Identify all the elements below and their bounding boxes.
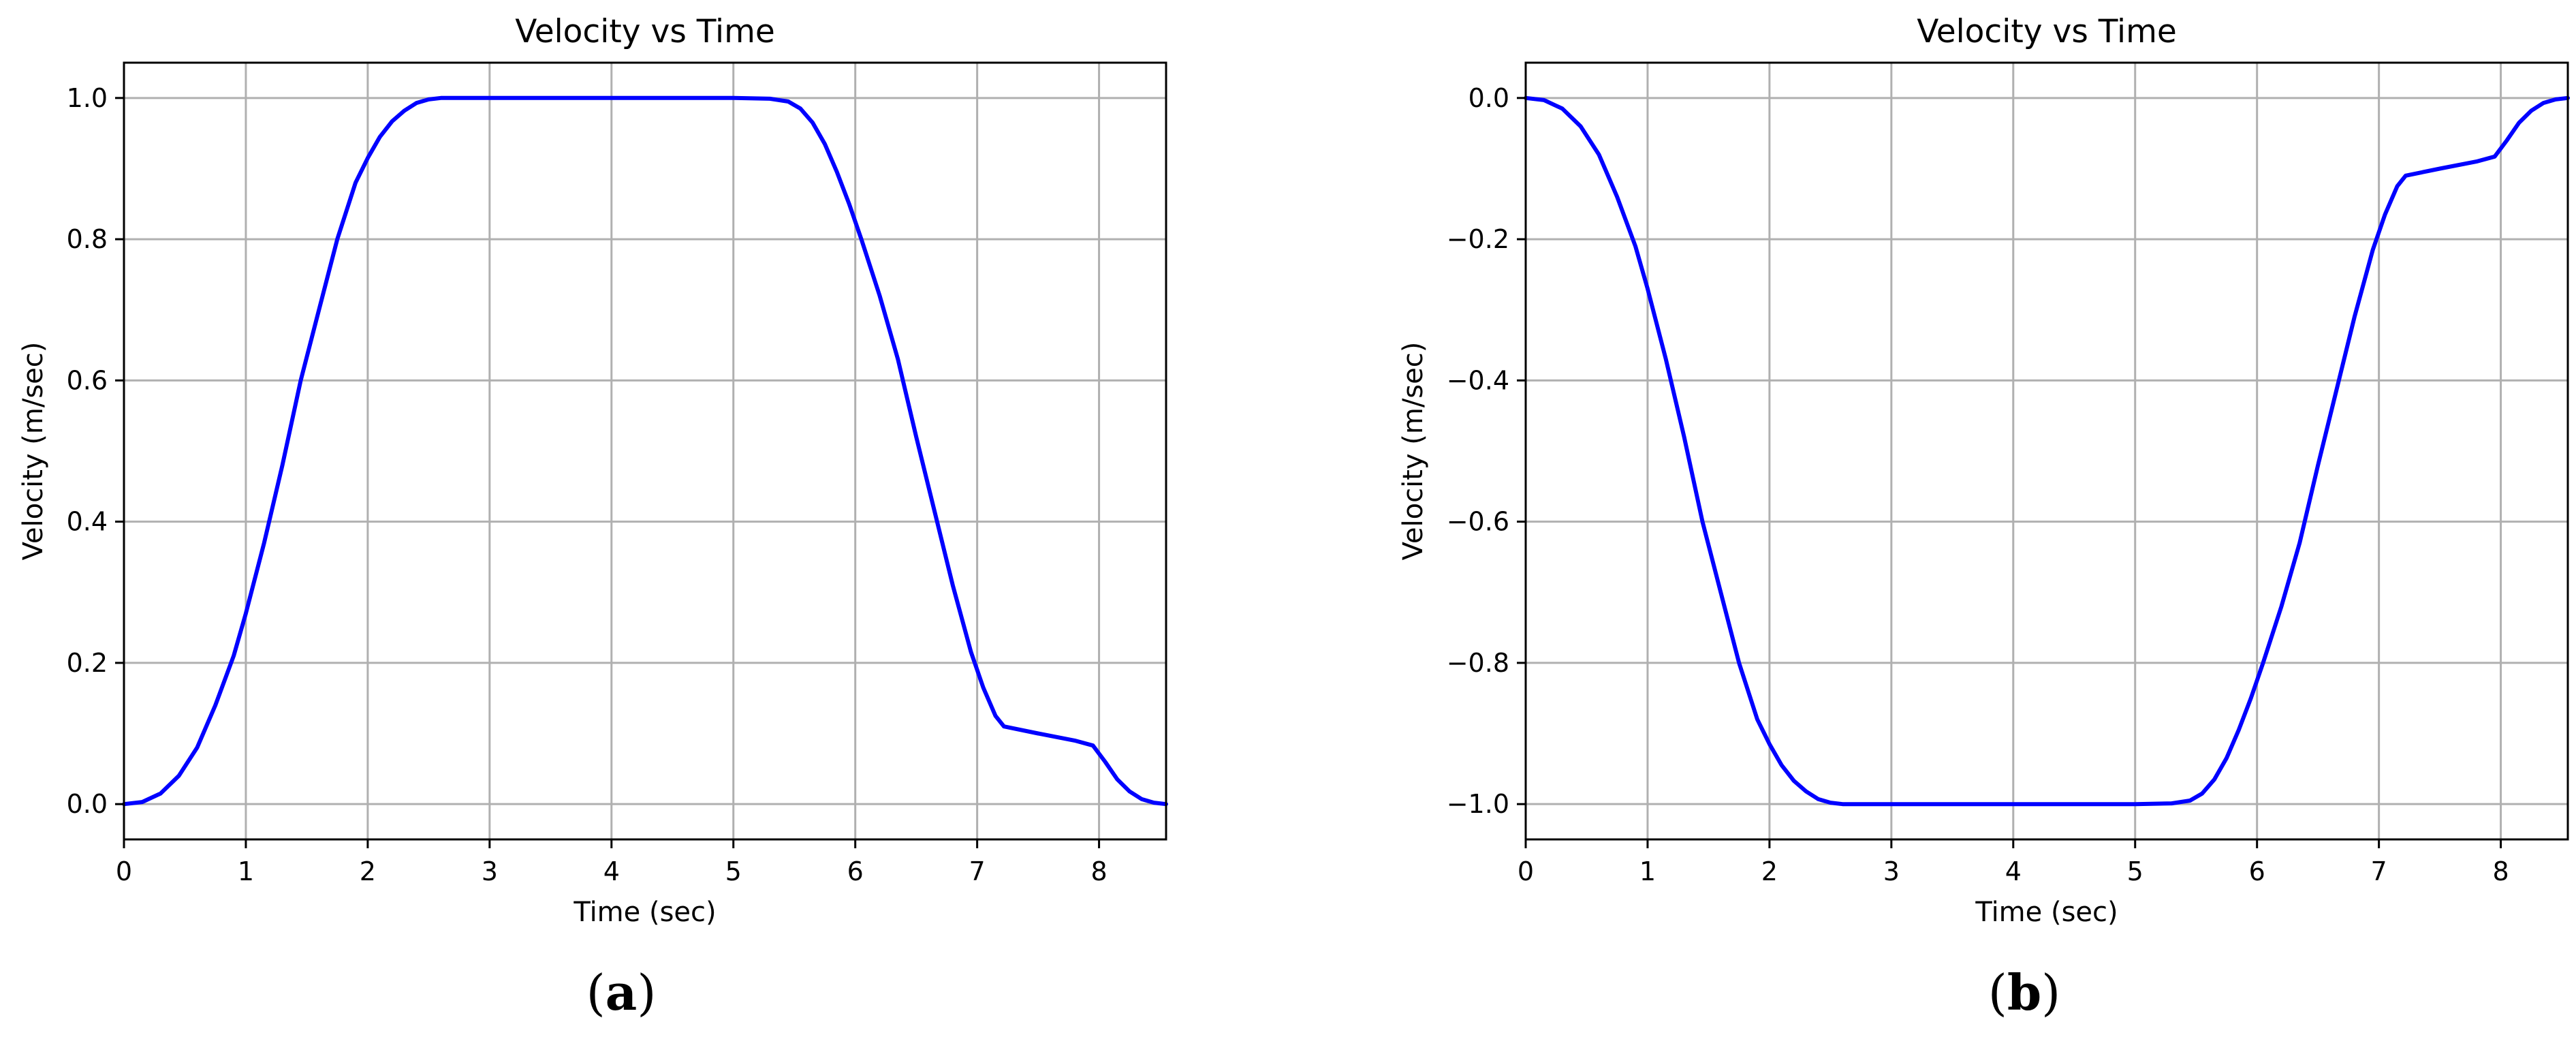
y-axis-label: Velocity (m/sec) <box>1398 342 1429 561</box>
x-tick-label: 7 <box>969 856 986 886</box>
plot-frame <box>123 61 1167 841</box>
x-tick-label: 7 <box>2371 856 2387 886</box>
y-tick-label: −0.6 <box>1447 507 1509 537</box>
caption-close-paren: ) <box>2041 964 2060 1021</box>
chart-a: 0 1 2 3 4 5 6 7 8 0.0 0.2 0.4 0.6 0.8 1.0 Velocity vs T… <box>18 13 1168 1021</box>
y-tick-label: −0.8 <box>1447 648 1509 678</box>
y-axis-label: Velocity (m/sec) <box>18 342 49 561</box>
y-tick-label: 0.8 <box>67 224 108 254</box>
y-tick-label: 0.0 <box>67 789 108 819</box>
caption-open-paren: ( <box>1988 964 2007 1021</box>
series-line <box>1524 95 2570 807</box>
y-tick-label: −1.0 <box>1447 789 1509 819</box>
chart-title: Velocity vs Time <box>515 13 775 50</box>
x-tick-label: 8 <box>2492 856 2509 886</box>
y-tick-label: 0.6 <box>67 365 108 395</box>
x-tick-label: 1 <box>1639 856 1656 886</box>
x-tick-label: 6 <box>2249 856 2265 886</box>
y-tick-label: 0.0 <box>1468 83 1509 113</box>
chart-caption: (b) <box>1988 963 2061 1021</box>
x-axis-label: Time (sec) <box>1975 897 2118 928</box>
chart-b: 0 1 2 3 4 5 6 7 8 −1.0 −0.8 −0.6 −0.4 −0.2 0.0 Velocity… <box>1398 13 2570 1021</box>
x-tick-label: 6 <box>847 856 864 886</box>
x-tick-label: 1 <box>238 856 254 886</box>
x-tick-label: 2 <box>1761 856 1778 886</box>
x-tick-label: 2 <box>360 856 376 886</box>
caption-letter: a <box>606 963 638 1021</box>
chart-title: Velocity vs Time <box>1917 13 2177 50</box>
caption-open-paren: ( <box>586 964 606 1021</box>
x-tick-label: 5 <box>725 856 742 886</box>
x-tick-label: 4 <box>603 856 620 886</box>
y-tick-label: −0.2 <box>1447 224 1509 254</box>
x-tick-label: 4 <box>2005 856 2022 886</box>
y-tick-label: 0.4 <box>67 507 108 537</box>
x-tick-label: 5 <box>2127 856 2143 886</box>
x-tick-label: 0 <box>116 856 132 886</box>
chart-caption: (a) <box>586 963 657 1021</box>
series-line <box>122 95 1168 807</box>
y-tick-label: 0.2 <box>67 648 108 678</box>
x-axis-label: Time (sec) <box>573 897 716 928</box>
plot-frame <box>1524 61 2569 841</box>
y-tick-label: −0.4 <box>1447 365 1509 395</box>
caption-letter: b <box>2007 963 2041 1021</box>
caption-close-paren: ) <box>637 964 656 1021</box>
x-tick-label: 3 <box>482 856 498 886</box>
y-tick-label: 1.0 <box>67 83 108 113</box>
x-tick-label: 3 <box>1883 856 1900 886</box>
x-tick-label: 0 <box>1518 856 1534 886</box>
x-tick-label: 8 <box>1090 856 1107 886</box>
